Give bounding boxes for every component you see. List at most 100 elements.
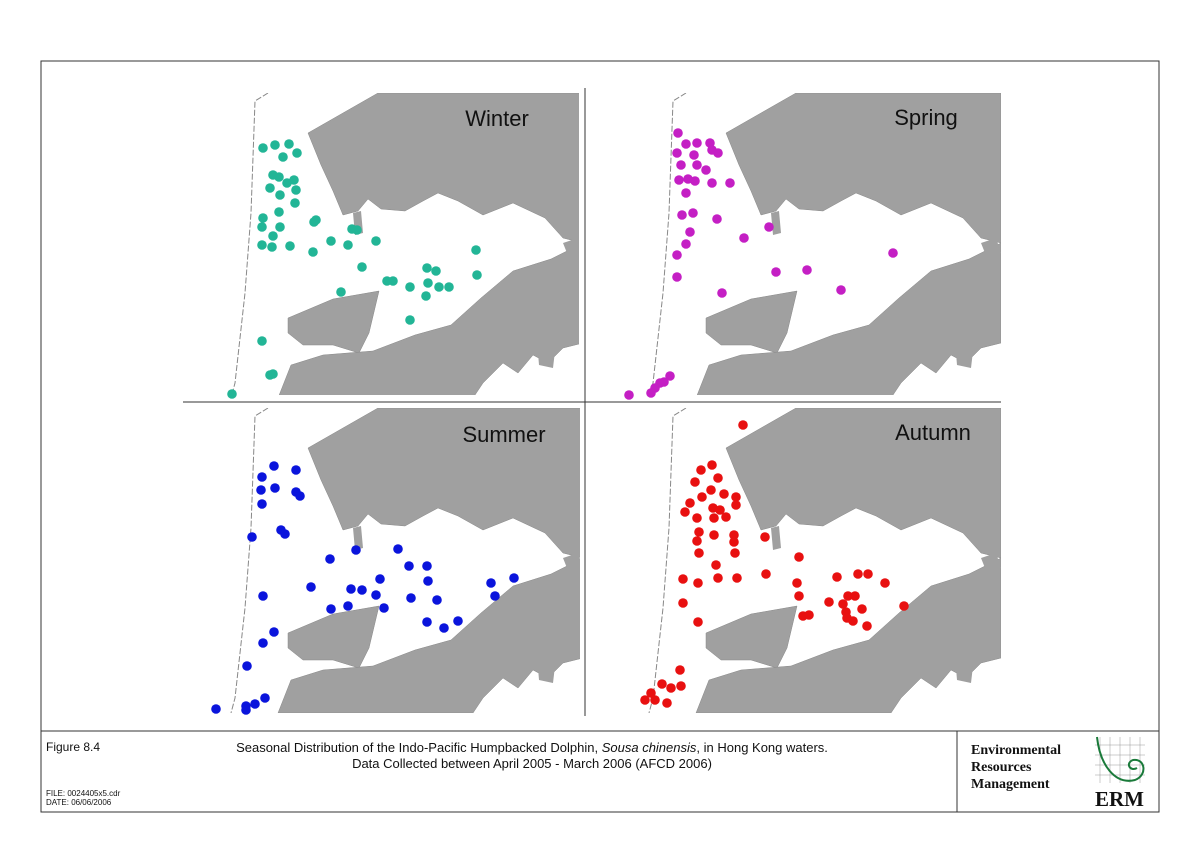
sighting — [291, 465, 301, 475]
file-info: FILE: 0024405x5.cdr — [46, 789, 121, 798]
sighting — [306, 582, 316, 592]
sighting — [343, 601, 353, 611]
sighting — [672, 250, 682, 260]
sighting — [284, 139, 294, 149]
caption: Seasonal Distribution of the Indo-Pacifi… — [182, 740, 882, 755]
sighting — [289, 175, 299, 185]
sighting — [690, 477, 700, 487]
sighting — [432, 595, 442, 605]
sighting — [760, 532, 770, 542]
date-info: DATE: 06/06/2006 — [46, 798, 112, 807]
sighting — [250, 699, 260, 709]
sighting — [712, 214, 722, 224]
sighting — [422, 561, 432, 571]
sighting — [696, 465, 706, 475]
sighting — [274, 207, 284, 217]
frame — [40, 60, 1160, 813]
sighting — [677, 210, 687, 220]
sighting — [692, 160, 702, 170]
sighting — [675, 665, 685, 675]
sighting — [853, 569, 863, 579]
sighting — [662, 698, 672, 708]
sighting — [421, 291, 431, 301]
sighting — [713, 473, 723, 483]
sighting — [707, 178, 717, 188]
sighting — [862, 621, 872, 631]
sighting — [713, 148, 723, 158]
sighting — [673, 128, 683, 138]
sighting — [888, 248, 898, 258]
sighting — [257, 336, 267, 346]
sighting — [848, 616, 858, 626]
sighting — [693, 578, 703, 588]
sighting — [693, 617, 703, 627]
figure-number: Figure 8.4 — [46, 740, 101, 754]
sighting — [792, 578, 802, 588]
caption-text: , in Hong Kong waters. — [696, 740, 828, 755]
sighting — [681, 139, 691, 149]
sighting — [672, 272, 682, 282]
sighting — [422, 263, 432, 273]
sighting — [258, 591, 268, 601]
sighting — [802, 265, 812, 275]
panel-label: Summer — [462, 422, 545, 447]
caption-text: Seasonal Distribution of the Indo-Pacifi… — [236, 740, 602, 755]
sighting — [709, 530, 719, 540]
sighting — [270, 483, 280, 493]
map-summer — [230, 408, 580, 713]
sighting — [258, 213, 268, 223]
sighting — [486, 578, 496, 588]
sighting — [838, 599, 848, 609]
sighting — [685, 498, 695, 508]
sighting — [265, 183, 275, 193]
sightings — [211, 128, 909, 715]
sighting — [730, 548, 740, 558]
sighting — [713, 573, 723, 583]
sighting — [490, 591, 500, 601]
sighting — [657, 679, 667, 689]
sighting — [346, 584, 356, 594]
species: Sousa chinensis — [601, 740, 697, 755]
sighting — [371, 236, 381, 246]
sighting — [694, 527, 704, 537]
sighting — [290, 198, 300, 208]
sighting — [678, 598, 688, 608]
sighting — [721, 512, 731, 522]
sighting — [739, 233, 749, 243]
sighting — [794, 552, 804, 562]
sighting — [863, 569, 873, 579]
sighting — [729, 537, 739, 547]
sighting — [678, 574, 688, 584]
sighting — [880, 578, 890, 588]
sighting — [388, 276, 398, 286]
sighting — [357, 585, 367, 595]
sighting — [258, 638, 268, 648]
sighting — [666, 683, 676, 693]
sighting — [624, 390, 634, 400]
sighting — [241, 705, 251, 715]
sighting — [269, 627, 279, 637]
sighting — [269, 461, 279, 471]
sighting — [683, 174, 693, 184]
sighting — [295, 491, 305, 501]
sighting — [439, 623, 449, 633]
panel-label: Spring — [894, 105, 958, 130]
sighting — [646, 688, 656, 698]
sighting — [275, 222, 285, 232]
season-labels: Winter Spring Summer Autumn — [462, 105, 970, 447]
sighting — [270, 140, 280, 150]
sighting — [472, 270, 482, 280]
logo-text: Environmental — [971, 743, 1061, 758]
sighting — [406, 593, 416, 603]
sighting — [836, 285, 846, 295]
sighting — [275, 190, 285, 200]
sighting — [717, 288, 727, 298]
panel-label: Winter — [465, 106, 529, 131]
sighting — [832, 572, 842, 582]
sighting — [680, 507, 690, 517]
sighting — [371, 590, 381, 600]
sighting — [711, 560, 721, 570]
sighting — [405, 315, 415, 325]
